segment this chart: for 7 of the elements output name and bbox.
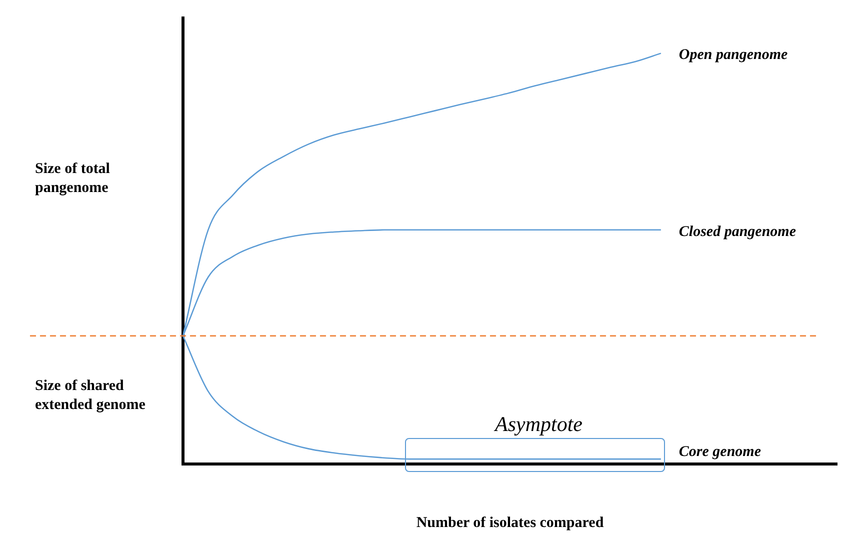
series-label: Open pangenome [678, 47, 788, 64]
series-label: Core genome [678, 444, 762, 460]
text: Size of shared extended genome [35, 377, 146, 415]
series-label: Closed pangenome [678, 224, 796, 240]
annotation: Asymptote [495, 412, 584, 436]
x-axis-title: Number of isolates compared [415, 514, 605, 533]
text: Size of total pangenome [35, 160, 111, 198]
